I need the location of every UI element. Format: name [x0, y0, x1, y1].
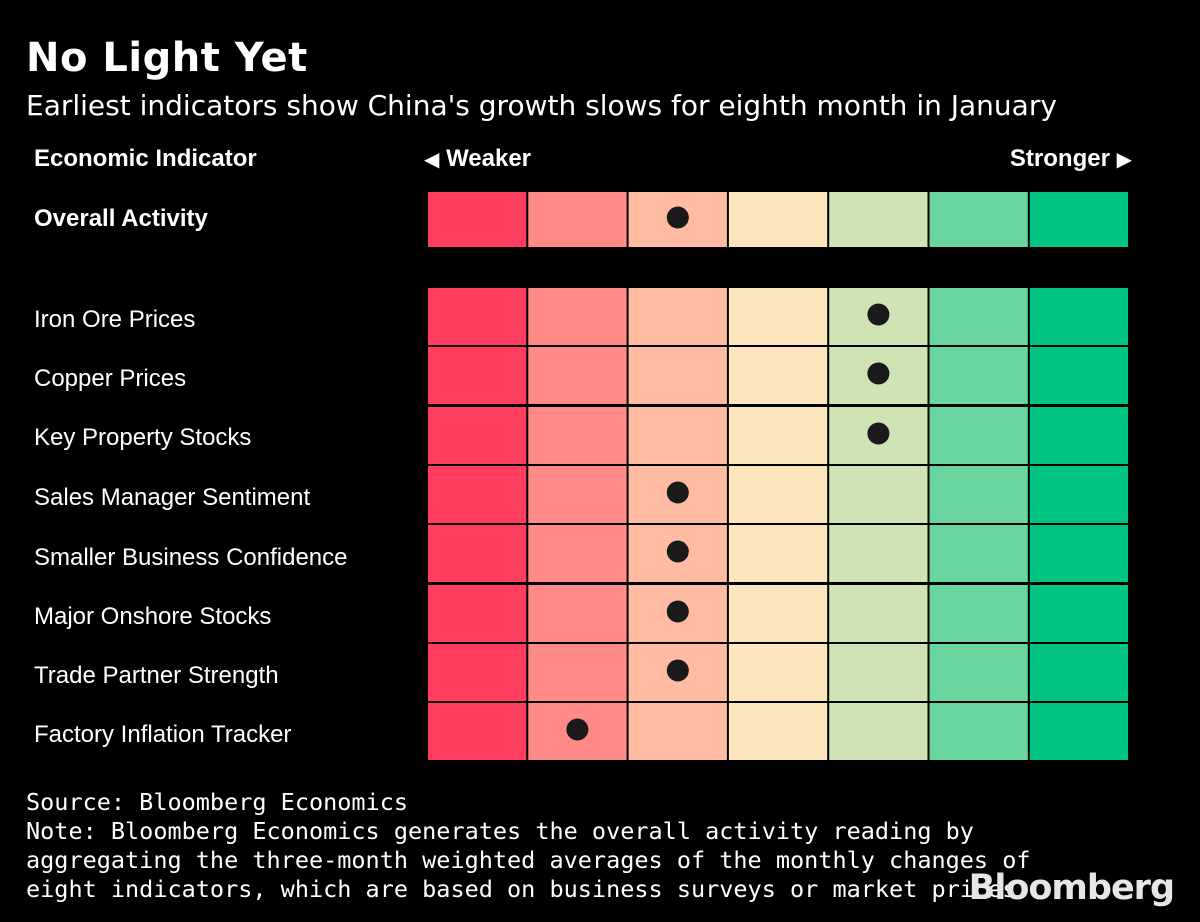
heat-cell-major-onshore-stocks-5	[829, 585, 928, 642]
level-dot-major-onshore-stocks	[666, 600, 689, 623]
heat-cell-overall-activity-2	[528, 192, 627, 247]
heat-cell-iron-ore-prices-7	[1029, 288, 1129, 345]
heat-cell-overall-activity-7	[1029, 192, 1129, 247]
heat-cell-major-onshore-stocks-4	[728, 585, 828, 642]
heat-cell-smaller-business-confidence-5	[829, 525, 928, 582]
bloomberg-logo: Bloomberg	[968, 868, 1175, 908]
heat-cell-copper-prices-3	[628, 347, 727, 404]
heat-cell-iron-ore-prices-2	[528, 288, 627, 345]
level-dot-trade-partner-strength	[666, 659, 689, 682]
level-dot-key-property-stocks	[867, 422, 890, 445]
heat-cell-trade-partner-strength-6	[929, 644, 1028, 701]
heat-cell-smaller-business-confidence-4	[728, 525, 828, 582]
note-line-2: aggregating the three-month weighted ave…	[26, 846, 1031, 874]
heat-cell-trade-partner-strength-4	[728, 644, 828, 701]
heat-cell-major-onshore-stocks-1	[428, 585, 527, 642]
heat-cell-iron-ore-prices-4	[728, 288, 828, 345]
heat-cell-smaller-business-confidence-6	[929, 525, 1028, 582]
heat-cell-smaller-business-confidence-1	[428, 525, 527, 582]
row-label: Trade Partner Strength	[34, 662, 279, 689]
stronger-label: Stronger	[1009, 145, 1110, 172]
row-label: Smaller Business Confidence	[34, 544, 348, 571]
heat-cell-key-property-stocks-4	[728, 407, 828, 464]
heat-cell-copper-prices-7	[1029, 347, 1129, 404]
heat-cell-sales-manager-sentiment-6	[929, 466, 1028, 523]
column-header-weaker: ◀ Weaker	[424, 144, 531, 175]
row-label: Factory Inflation Tracker	[34, 721, 292, 748]
heat-cell-major-onshore-stocks-7	[1029, 585, 1129, 642]
heat-cell-copper-prices-1	[428, 347, 527, 404]
heat-cell-trade-partner-strength-1	[428, 644, 527, 701]
heat-cell-smaller-business-confidence-2	[528, 525, 627, 582]
heat-cell-key-property-stocks-2	[528, 407, 627, 464]
heat-cell-overall-activity-1	[428, 192, 527, 247]
row-label: Key Property Stocks	[34, 424, 252, 451]
chart-subtitle: Earliest indicators show China's growth …	[26, 89, 1057, 122]
heat-cell-key-property-stocks-3	[628, 407, 727, 464]
note-line-1: Note: Bloomberg Economics generates the …	[26, 817, 974, 845]
level-dot-copper-prices	[867, 362, 890, 385]
chart-title: No Light Yet	[26, 35, 308, 81]
heat-cell-sales-manager-sentiment-7	[1029, 466, 1129, 523]
heat-cell-iron-ore-prices-6	[929, 288, 1028, 345]
row-label: Sales Manager Sentiment	[34, 484, 311, 511]
heat-cell-key-property-stocks-6	[929, 407, 1028, 464]
source-note: Source: Bloomberg Economics	[26, 788, 409, 816]
level-dot-factory-inflation-tracker	[566, 718, 589, 741]
heat-cell-overall-activity-4	[728, 192, 828, 247]
heat-cell-trade-partner-strength-5	[829, 644, 928, 701]
level-dot-sales-manager-sentiment	[666, 481, 689, 504]
footer-notes: Source: Bloomberg Economics Note: Bloombe…	[26, 788, 1031, 904]
heat-cell-sales-manager-sentiment-4	[728, 466, 828, 523]
level-dot-overall-activity	[666, 206, 689, 229]
heat-cell-smaller-business-confidence-7	[1029, 525, 1129, 582]
heat-cell-overall-activity-5	[829, 192, 928, 247]
column-header-stronger: Stronger ▶	[1010, 144, 1132, 175]
row-label-overall-activity: Overall Activity	[34, 205, 208, 232]
level-dot-smaller-business-confidence	[666, 540, 689, 563]
heat-cell-factory-inflation-tracker-7	[1029, 703, 1129, 760]
right-arrow-icon: ▶	[1116, 149, 1132, 171]
column-header-indicator: Economic Indicator	[34, 145, 257, 172]
heat-cell-key-property-stocks-1	[428, 407, 527, 464]
heat-cell-iron-ore-prices-1	[428, 288, 527, 345]
left-arrow-icon: ◀	[424, 149, 440, 171]
row-label: Iron Ore Prices	[34, 306, 196, 333]
heat-cell-copper-prices-2	[528, 347, 627, 404]
weaker-label: Weaker	[446, 145, 532, 172]
heat-cell-sales-manager-sentiment-2	[528, 466, 627, 523]
heat-cell-overall-activity-6	[929, 192, 1028, 247]
heat-cell-sales-manager-sentiment-5	[829, 466, 928, 523]
heat-cell-copper-prices-4	[728, 347, 828, 404]
heat-cell-trade-partner-strength-2	[528, 644, 627, 701]
row-label: Copper Prices	[34, 365, 187, 392]
level-dot-iron-ore-prices	[867, 303, 890, 326]
row-label: Major Onshore Stocks	[34, 603, 272, 630]
heat-cell-factory-inflation-tracker-4	[728, 703, 828, 760]
heat-cell-iron-ore-prices-3	[628, 288, 727, 345]
heat-cell-factory-inflation-tracker-1	[428, 703, 527, 760]
heat-cell-major-onshore-stocks-6	[929, 585, 1028, 642]
heat-cell-sales-manager-sentiment-1	[428, 466, 527, 523]
note-line-3: eight indicators, which are based on bus…	[26, 875, 1031, 903]
heat-cell-trade-partner-strength-7	[1029, 644, 1129, 701]
heat-cell-factory-inflation-tracker-6	[929, 703, 1028, 760]
heat-cell-factory-inflation-tracker-5	[829, 703, 928, 760]
heat-cell-major-onshore-stocks-2	[528, 585, 627, 642]
heat-cell-factory-inflation-tracker-3	[628, 703, 727, 760]
heat-cell-copper-prices-6	[929, 347, 1028, 404]
heat-cell-key-property-stocks-7	[1029, 407, 1129, 464]
